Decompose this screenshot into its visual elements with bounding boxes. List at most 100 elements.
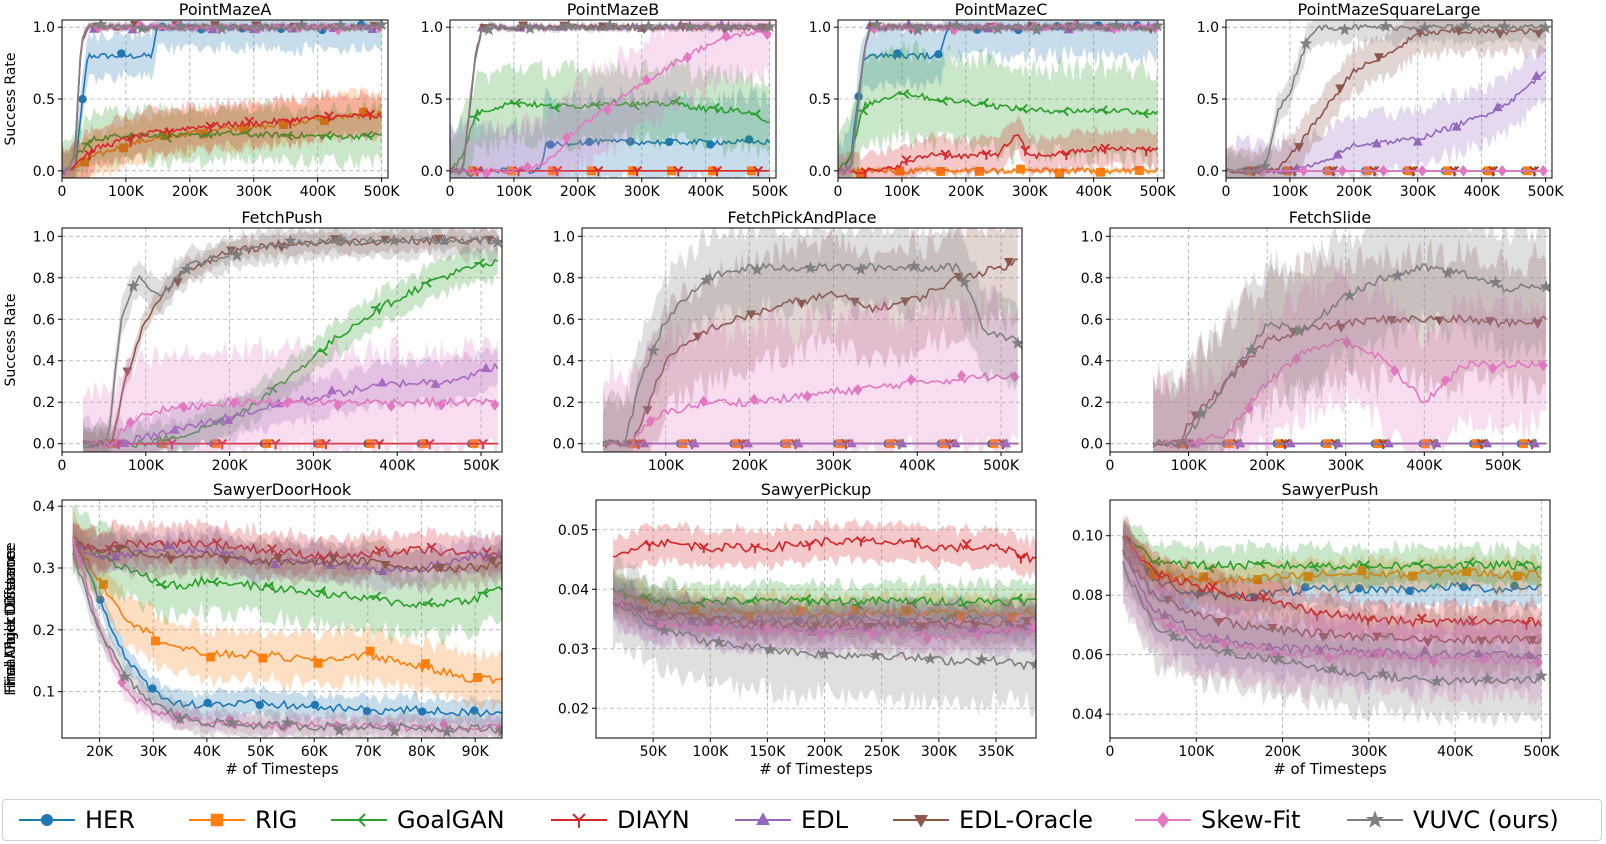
marker-skew-fit (922, 633, 932, 645)
marker-vuvc-ours (1441, 266, 1455, 279)
y-tick-label: 1.0 (33, 229, 55, 245)
marker-diayn (424, 438, 435, 450)
y-tick-label: 1.0 (553, 229, 575, 245)
chart-title: PointMazeA (179, 0, 272, 19)
marker-diayn (901, 155, 912, 166)
x-tick-label: 500K (364, 184, 401, 200)
marker-edl (1159, 609, 1170, 619)
marker-edl-oracle (1237, 359, 1249, 370)
marker-edl-oracle (810, 622, 821, 632)
legend-label-her: HER (85, 806, 135, 834)
marker-her (664, 137, 674, 147)
marker-rig (1513, 571, 1522, 581)
series-line-rig (1122, 535, 1542, 585)
marker-vuvc-ours (437, 233, 452, 247)
marker-edl (1332, 149, 1343, 159)
marker-goalgan (362, 130, 373, 141)
marker-rig (690, 605, 700, 615)
marker-rig (895, 166, 905, 176)
x-tick-label: 200K (212, 458, 249, 474)
marker-her (1196, 588, 1205, 597)
band-skew-fit (1122, 515, 1542, 707)
marker-goalgan (1150, 556, 1161, 567)
marker-edl (377, 377, 388, 387)
marker-her (1510, 581, 1519, 591)
marker-skew-fit (1440, 374, 1450, 387)
marker-vuvc-ours (870, 20, 884, 31)
marker-vuvc-ours (911, 22, 925, 36)
marker-vuvc-ours (491, 235, 502, 248)
x-tick-label: 100K (1178, 744, 1215, 760)
series-line-edl (1226, 71, 1546, 175)
band-vuvc-ours (603, 228, 1018, 452)
marker-edl (270, 559, 281, 569)
plot-area (602, 228, 1022, 452)
x-tick-label: 500K (463, 458, 500, 474)
marker-goalgan (937, 96, 948, 106)
marker-skew-fit (490, 398, 500, 411)
axes-frame (1109, 499, 1551, 739)
marker-rig (901, 606, 911, 616)
marker-goalgan (1517, 560, 1529, 570)
legend: HER RIG GoalGAN DIAYN EDL EDL-Oracle Ske… (2, 799, 1602, 841)
marker-edl (1492, 101, 1503, 112)
band-skew-fit (83, 333, 498, 452)
legend-marker-edl (755, 812, 771, 826)
marker-vuvc-ours (721, 20, 736, 34)
marker-goalgan (1204, 563, 1215, 574)
x-tick-label: 300K (1351, 744, 1388, 760)
y-tick-label: 0.05 (558, 523, 589, 539)
band-vuvc-ours (1153, 228, 1547, 452)
x-tick-label: 500K (983, 458, 1020, 474)
y-axis-label: Success Rate (3, 294, 19, 387)
marker-her (934, 50, 943, 59)
x-tick-label: 300K (1400, 184, 1437, 200)
x-tick-label: 0 (1106, 458, 1115, 474)
marker-diayn (267, 544, 277, 555)
marker-diayn (205, 121, 216, 132)
marker-rig (206, 652, 216, 662)
panel-fetchslide: 0 100K 200K 300K 400K 500K 0.0 0.2 0.4 0.6 0.8 1.0 F… (1081, 208, 1551, 474)
marker-edl (162, 539, 173, 549)
marker-edl-oracle (1434, 316, 1445, 326)
x-tick-label: 300K (921, 744, 958, 760)
marker-skew-fit (1533, 656, 1543, 669)
panel-sawyerdoorhook: 20K 30K 40K 50K 60K 70K 80K 90K 0.1 0.2 0.3 0.4 Sawy… (3, 480, 503, 778)
x-tick-label: 90K (462, 744, 490, 760)
marker-vuvc-ours (1325, 661, 1339, 675)
y-tick-label: 0.6 (1081, 312, 1103, 328)
marker-skew-fit (1417, 164, 1427, 177)
marker-vuvc-ours (1011, 336, 1022, 350)
marker-edl (1451, 121, 1462, 131)
marker-edl-oracle (1532, 319, 1543, 329)
band-edl-oracle (603, 228, 1018, 452)
marker-diayn (804, 540, 815, 551)
marker-vuvc-ours (1488, 275, 1503, 289)
series-line-rig (72, 535, 502, 685)
marker-skew-fit (1010, 370, 1020, 383)
marker-goalgan (370, 302, 382, 313)
marker-her (893, 49, 902, 58)
marker-edl-oracle (226, 246, 237, 256)
plot-area (71, 503, 502, 738)
x-tick-label: 0 (58, 458, 67, 474)
marker-skew-fit (1390, 364, 1400, 377)
x-tick-label: 100K (1272, 184, 1309, 200)
marker-edl-oracle (1021, 617, 1032, 627)
marker-rig (151, 636, 160, 646)
marker-goalgan (750, 109, 761, 120)
x-tick-label: 400K (1406, 458, 1443, 474)
marker-edl-oracle (916, 622, 927, 632)
y-tick-label: 0.8 (553, 271, 575, 287)
marker-edl-oracle (165, 555, 176, 565)
marker-diayn (285, 118, 296, 129)
x-tick-label: 400K (1464, 184, 1501, 200)
marker-goalgan (1017, 103, 1028, 114)
marker-rig (956, 611, 965, 621)
marker-vuvc-ours (657, 623, 672, 637)
marker-edl-oracle (380, 561, 391, 571)
band-edl (1226, 41, 1546, 178)
y-tick-label: 0.3 (33, 561, 55, 577)
chart-title: SawyerDoorHook (213, 480, 352, 499)
x-tick-label: 0 (1106, 744, 1115, 760)
